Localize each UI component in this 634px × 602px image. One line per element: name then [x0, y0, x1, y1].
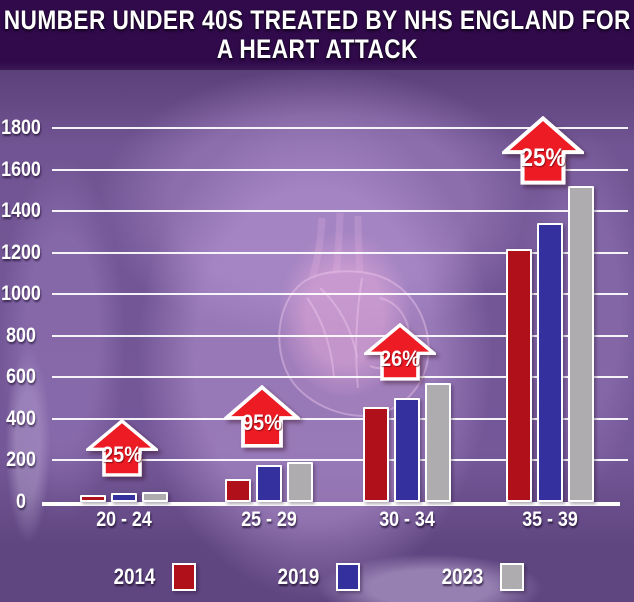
y-axis-tick-label: 0	[16, 490, 26, 513]
bar-2014	[363, 406, 389, 502]
gridline	[52, 168, 628, 171]
legend-swatch-icon	[172, 563, 197, 591]
bar-2019	[394, 398, 420, 502]
y-axis-tick-label: 1600	[1, 157, 41, 181]
y-axis-tick-label: 800	[6, 323, 36, 347]
increase-percent-label: 25%	[520, 143, 566, 172]
legend: 2014 2019 2023	[0, 556, 634, 598]
legend-swatch-icon	[335, 563, 360, 591]
x-axis-line	[42, 502, 620, 506]
x-axis-tick-label: 35 - 39	[522, 508, 578, 531]
plot-area: 0 200 400 600 800 1000 1200 1400 1600 1800 20 - 24…	[1, 116, 628, 531]
chart-title: NUMBER UNDER 40S TREATED BY NHS ENGLAND …	[3, 6, 630, 64]
y-axis-tick-label: 1200	[1, 240, 41, 264]
legend-item-2023: 2023	[438, 563, 524, 591]
chart-title-line2: A HEART ATTACK	[216, 34, 418, 64]
bar-2019	[256, 464, 282, 502]
increase-percent-label: 25%	[102, 442, 142, 468]
bar-2014	[506, 248, 532, 502]
increase-percent-label: 95%	[242, 410, 282, 436]
up-arrow-icon	[502, 116, 584, 185]
gridline	[52, 127, 628, 129]
increase-arrow-35-39: 25%	[502, 116, 584, 185]
y-axis-tick-label: 1400	[1, 199, 41, 223]
chart-title-line1: NUMBER UNDER 40S TREATED BY NHS ENGLAND …	[3, 5, 631, 35]
gridline	[52, 376, 628, 379]
y-axis-tick-label: 200	[6, 448, 36, 472]
y-axis-tick-label: 1000	[1, 282, 41, 306]
gridline	[52, 334, 628, 337]
bar-2023	[568, 186, 594, 502]
up-arrow-icon	[224, 385, 300, 448]
y-axis-tick-label: 400	[6, 406, 36, 430]
legend-label: 2023	[441, 564, 484, 589]
bar-2023	[142, 491, 168, 502]
bar-2014	[80, 494, 106, 502]
legend-label: 2019	[277, 564, 320, 589]
bar-group-20-24	[80, 491, 168, 502]
bar-2014	[225, 479, 251, 502]
bar-group-35-39	[506, 186, 594, 502]
legend-label: 2014	[113, 564, 156, 589]
bar-2019	[537, 222, 563, 502]
up-arrow-icon	[86, 419, 158, 477]
up-arrow-icon	[364, 323, 436, 381]
bar-2023	[425, 382, 451, 502]
increase-arrow-20-24: 25%	[86, 419, 158, 477]
legend-swatch-icon	[499, 563, 524, 591]
increase-arrow-30-34: 26%	[364, 323, 436, 381]
gridline	[52, 251, 628, 254]
legend-item-2014: 2014	[110, 563, 197, 591]
bar-2023	[287, 461, 313, 502]
title-bar: NUMBER UNDER 40S TREATED BY NHS ENGLAND …	[0, 0, 634, 70]
bar-group-25-29	[225, 461, 313, 502]
bar-group-30-34	[363, 382, 451, 502]
bar-2019	[111, 493, 137, 502]
x-axis-tick-label: 30 - 34	[379, 508, 435, 531]
y-axis-tick-label: 1800	[1, 116, 41, 139]
gridline	[52, 417, 628, 420]
increase-arrow-25-29: 95%	[224, 385, 300, 448]
gridline	[52, 459, 628, 462]
gridline	[52, 210, 628, 213]
gridline	[52, 293, 628, 296]
x-axis-tick-label: 25 - 29	[241, 508, 297, 531]
increase-percent-label: 26%	[380, 346, 420, 372]
x-axis-tick-label: 20 - 24	[96, 508, 152, 531]
legend-item-2019: 2019	[274, 563, 360, 591]
y-axis-tick-label: 600	[6, 365, 36, 389]
